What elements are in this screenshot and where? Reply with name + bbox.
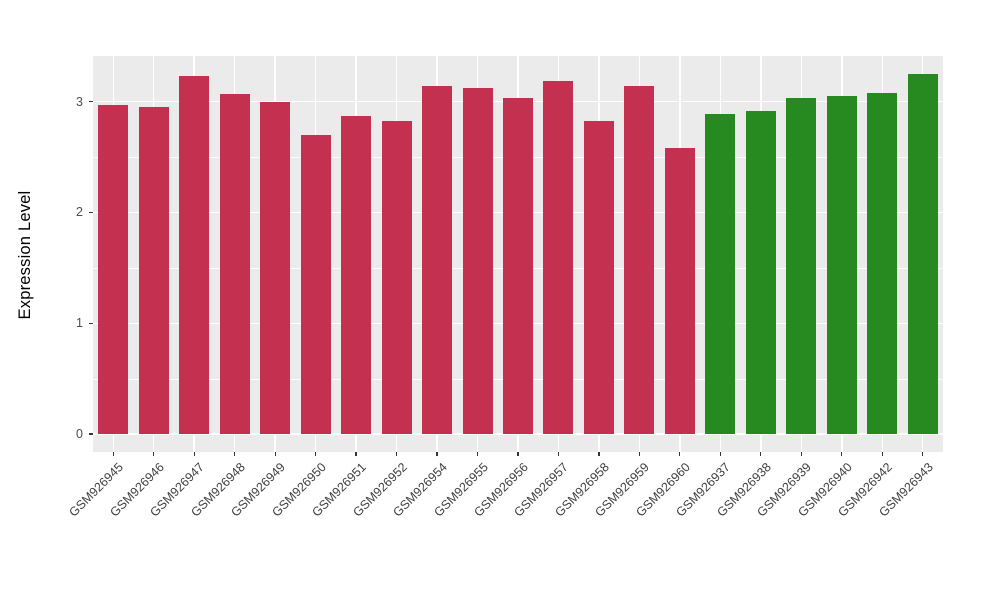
x-tick-mark bbox=[315, 452, 317, 456]
x-tick-label: GSM926949 bbox=[228, 460, 289, 520]
bar-GSM926947 bbox=[179, 76, 210, 434]
x-tick-label: GSM926940 bbox=[795, 460, 855, 520]
bar-GSM926938 bbox=[745, 110, 776, 434]
x-tick-mark bbox=[881, 452, 883, 456]
x-tick-mark bbox=[557, 452, 560, 456]
bar-GSM926948 bbox=[219, 93, 250, 434]
y-tick-label: 2 bbox=[76, 205, 83, 220]
x-tick-label: GSM926947 bbox=[147, 460, 208, 520]
x-tick-mark bbox=[193, 452, 195, 456]
x-tick-mark bbox=[638, 452, 641, 456]
y-tick-label: 0 bbox=[76, 427, 83, 441]
x-tick-label: GSM926952 bbox=[349, 460, 410, 520]
bar-GSM926959 bbox=[624, 86, 655, 434]
y-tick-mark bbox=[89, 211, 93, 214]
x-tick-label: GSM926943 bbox=[876, 460, 936, 520]
x-tick-mark bbox=[679, 452, 681, 456]
bar-GSM926951 bbox=[341, 116, 372, 434]
y-tick-mark bbox=[89, 433, 93, 435]
bar-GSM926957 bbox=[543, 80, 574, 434]
bar-GSM926950 bbox=[300, 134, 331, 434]
bar-GSM926954 bbox=[422, 86, 453, 434]
bar-GSM926956 bbox=[503, 98, 533, 434]
bar-GSM926949 bbox=[260, 101, 291, 434]
x-tick-mark bbox=[476, 452, 479, 456]
plot-panel bbox=[93, 56, 943, 452]
bar-GSM926937 bbox=[705, 113, 736, 434]
x-tick-mark bbox=[922, 452, 924, 456]
bar-GSM926952 bbox=[381, 120, 412, 434]
x-tick-label: GSM926948 bbox=[188, 460, 248, 520]
x-tick-mark bbox=[112, 452, 114, 456]
x-tick-mark bbox=[598, 452, 600, 456]
expression-bar-chart: Expression Level 0 1 2 3 GSM926945 GSM926946 G… bbox=[16, 56, 943, 520]
x-tick-label: GSM926937 bbox=[673, 460, 734, 520]
x-tick-label: GSM926938 bbox=[714, 460, 774, 520]
x-tick-label: GSM926955 bbox=[430, 460, 491, 520]
bar-GSM926943 bbox=[907, 73, 938, 434]
bar-GSM926960 bbox=[664, 148, 695, 434]
bar-GSM926945 bbox=[98, 105, 129, 434]
x-tick-mark bbox=[234, 452, 236, 456]
x-tick-label: GSM926942 bbox=[835, 460, 896, 520]
x-tick-mark bbox=[517, 452, 519, 456]
y-tick-mark bbox=[89, 101, 93, 103]
bar-GSM926958 bbox=[583, 120, 614, 434]
x-tick-label: GSM926958 bbox=[552, 460, 612, 520]
x-tick-mark bbox=[395, 452, 398, 456]
x-tick-mark bbox=[760, 452, 762, 456]
x-tick-mark bbox=[274, 452, 276, 456]
y-tick-mark bbox=[89, 322, 93, 324]
x-tick-label: GSM926950 bbox=[268, 460, 329, 520]
y-tick-label: 3 bbox=[76, 94, 83, 109]
bar-GSM926940 bbox=[826, 96, 857, 434]
x-tick-mark bbox=[153, 452, 155, 456]
bar-GSM926942 bbox=[867, 92, 898, 434]
x-tick-mark bbox=[841, 452, 843, 456]
x-tick-mark bbox=[355, 452, 357, 456]
x-tick-label: GSM926939 bbox=[754, 460, 815, 520]
x-tick-label: GSM926946 bbox=[107, 460, 167, 520]
bar-GSM926946 bbox=[138, 107, 169, 434]
x-tick-label: GSM926959 bbox=[592, 460, 653, 520]
x-tick-label: GSM926956 bbox=[471, 460, 531, 520]
x-tick-label: GSM926951 bbox=[309, 460, 369, 520]
x-tick-label: GSM926945 bbox=[66, 460, 127, 520]
y-tick-label: 1 bbox=[76, 316, 83, 331]
bar-GSM926955 bbox=[462, 88, 493, 434]
y-axis-title: Expression Level bbox=[16, 190, 34, 320]
x-tick-label: GSM926960 bbox=[633, 460, 693, 520]
bar-GSM926939 bbox=[786, 98, 817, 434]
x-tick-mark bbox=[436, 452, 438, 456]
x-tick-mark bbox=[719, 452, 721, 456]
x-tick-mark bbox=[800, 452, 802, 456]
x-tick-label: GSM926954 bbox=[390, 460, 450, 520]
x-tick-label: GSM926957 bbox=[511, 460, 572, 520]
